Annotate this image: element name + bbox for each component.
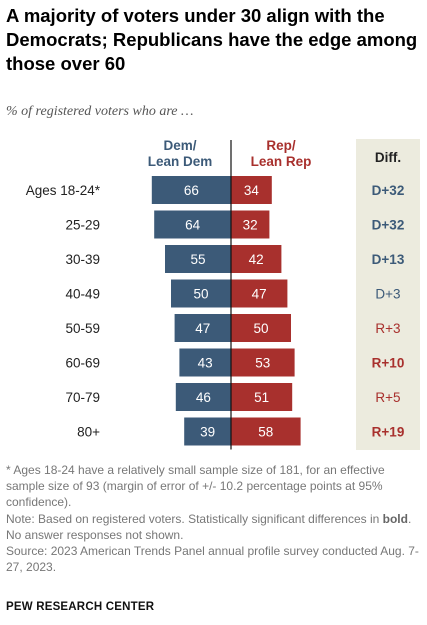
diff-value-label: R+10 <box>372 356 405 371</box>
dem-bar <box>151 176 231 204</box>
diff-value-label: R+3 <box>375 321 400 336</box>
dem-bar <box>184 417 231 446</box>
dem-bar <box>165 245 231 273</box>
rep-value-label: 42 <box>249 252 264 267</box>
category-label: 25-29 <box>65 218 100 233</box>
dem-header-line1: Dem/ <box>163 138 197 153</box>
category-label: 70-79 <box>65 390 100 405</box>
rep-bar <box>231 314 291 342</box>
diff-value-label: D+3 <box>375 287 400 302</box>
note-bold-word: bold <box>382 511 408 526</box>
rep-bar <box>231 348 295 377</box>
rep-bar <box>231 245 282 273</box>
rep-header-line2: Lean Rep <box>250 154 312 169</box>
dem-value-label: 66 <box>184 183 199 198</box>
diff-column-header: Diff. <box>374 150 402 165</box>
rep-bar <box>231 383 293 411</box>
rep-bar <box>231 210 270 239</box>
diff-panel <box>356 139 420 450</box>
source-note: Source: 2023 American Trends Panel annua… <box>6 544 419 575</box>
rep-bar <box>231 417 301 446</box>
category-label: 60-69 <box>65 356 100 371</box>
dem-value-label: 47 <box>195 321 210 336</box>
dem-bar <box>179 348 231 377</box>
rep-value-label: 32 <box>243 218 258 233</box>
note-text-1: Note: Based on registered voters. Statis… <box>6 511 383 526</box>
dem-bar <box>175 383 231 411</box>
dem-value-label: 50 <box>193 287 208 302</box>
chart-title: A majority of voters under 30 align with… <box>6 5 418 74</box>
rep-value-label: 58 <box>258 425 273 440</box>
dem-bar <box>174 314 231 342</box>
category-label: 80+ <box>77 425 100 440</box>
diff-value-label: R+19 <box>372 425 405 440</box>
diff-value-label: D+32 <box>372 218 405 233</box>
diff-value-label: D+32 <box>372 183 405 198</box>
rep-value-label: 53 <box>255 356 270 371</box>
dem-value-label: 64 <box>185 218 201 233</box>
dem-column-header: Dem/ Lean Dem <box>132 138 228 170</box>
category-label: 50-59 <box>65 321 100 336</box>
chart-subtitle: % of registered voters who are … <box>6 104 194 119</box>
dem-value-label: 55 <box>190 252 205 267</box>
rep-value-label: 51 <box>254 390 269 405</box>
rep-bar <box>231 176 272 204</box>
chart-notes: * Ages 18-24 have a relatively small sam… <box>6 462 424 575</box>
note-text-2: . No answer responses not shown. <box>6 511 412 542</box>
rep-value-label: 34 <box>244 183 260 198</box>
significance-note: Note: Based on registered voters. Statis… <box>6 511 424 543</box>
category-label: 40-49 <box>65 287 100 302</box>
dem-header-line2: Lean Dem <box>147 154 213 169</box>
rep-column-header: Rep/ Lean Rep <box>236 138 326 170</box>
rep-value-label: 50 <box>253 321 268 336</box>
dem-value-label: 39 <box>200 425 215 440</box>
diff-value-label: R+5 <box>375 390 400 405</box>
dem-value-label: 43 <box>198 356 213 371</box>
asterisk-note: * Ages 18-24 have a relatively small sam… <box>6 463 385 510</box>
dem-bar <box>154 210 231 239</box>
category-label: Ages 18-24* <box>26 183 101 198</box>
category-label: 30-39 <box>65 252 100 267</box>
rep-header-line1: Rep/ <box>266 138 296 153</box>
dem-bar <box>171 279 231 308</box>
rep-bar <box>231 279 288 308</box>
dem-value-label: 46 <box>196 390 211 405</box>
rep-value-label: 47 <box>252 287 267 302</box>
pew-research-center-credit: PEW RESEARCH CENTER <box>6 601 155 613</box>
diff-value-label: D+13 <box>372 252 405 267</box>
